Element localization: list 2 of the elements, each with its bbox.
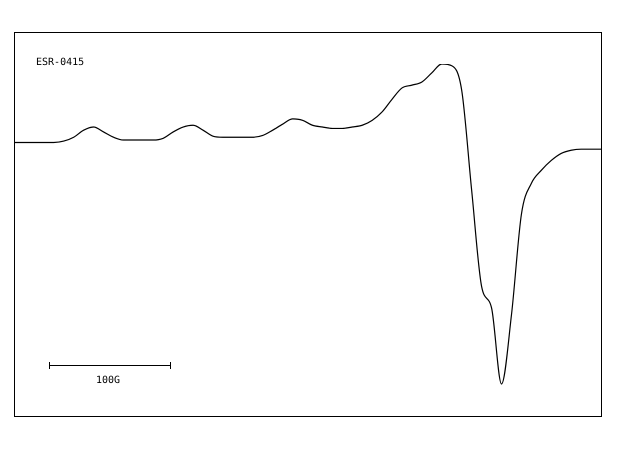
annotation: 100G: [96, 375, 120, 386]
annotation: ESR-0415: [36, 57, 84, 68]
